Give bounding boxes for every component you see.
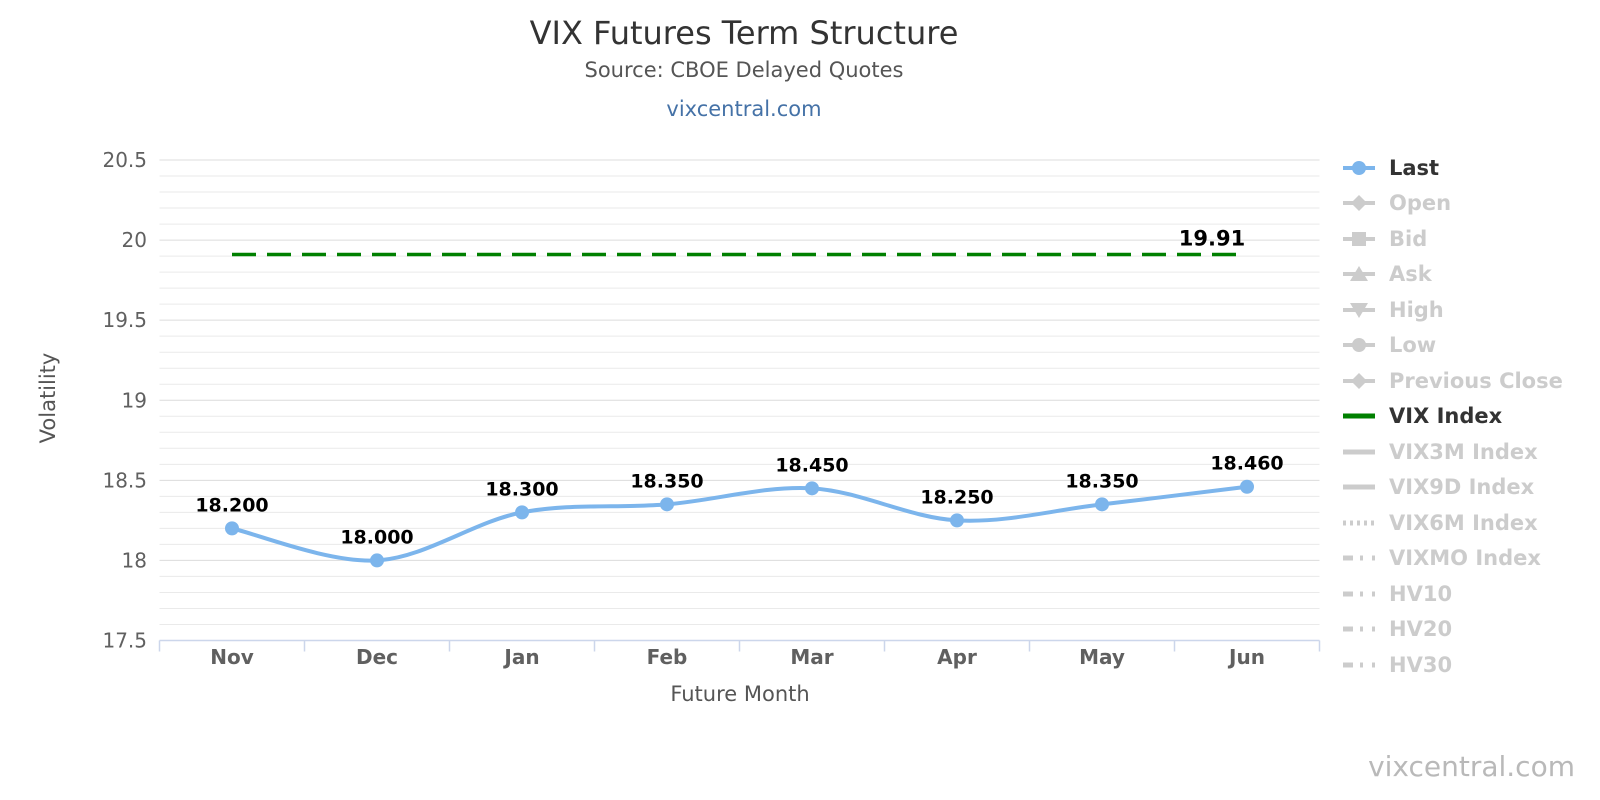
legend-label: VIX6M Index xyxy=(1389,510,1538,535)
legend-label: HV20 xyxy=(1389,617,1453,642)
legend-marker-circle-icon xyxy=(1343,338,1375,353)
y-tick-label: 19 xyxy=(122,388,147,412)
legend-label: VIX Index xyxy=(1389,404,1503,429)
legend-item-previous-close[interactable]: Previous Close xyxy=(1341,363,1563,399)
legend-item-hv30[interactable]: HV30 xyxy=(1341,647,1563,683)
legend-item-vixmo-index[interactable]: VIXMO Index xyxy=(1341,541,1563,577)
legend-marker-line-dashdot-icon xyxy=(1343,555,1375,561)
legend-item-vix6m-index[interactable]: VIX6M Index xyxy=(1341,505,1563,541)
y-tick-label: 19.5 xyxy=(102,308,147,332)
watermark: vixcentral.com xyxy=(1368,750,1575,783)
y-axis-title: Volatility xyxy=(36,352,60,444)
data-point-marker-jan xyxy=(515,505,529,520)
chart-title: VIX Futures Term Structure xyxy=(529,14,959,52)
legend-marker-line-solid-icon xyxy=(1343,413,1375,419)
legend-item-high[interactable]: High xyxy=(1341,292,1563,328)
legend-label: VIX3M Index xyxy=(1389,439,1538,464)
vix-index-value-label: 19.91 xyxy=(1179,226,1245,250)
x-tick-label: Mar xyxy=(790,645,833,669)
data-point-label: 18.000 xyxy=(340,526,413,548)
legend: Last Open Bid Ask High Low Previous Close VIX I… xyxy=(1341,150,1563,683)
legend-item-vix3m-index[interactable]: VIX3M Index xyxy=(1341,434,1563,470)
data-point-label: 18.350 xyxy=(1065,470,1138,492)
legend-label: HV30 xyxy=(1389,652,1453,677)
y-tick-label: 18 xyxy=(122,548,147,572)
data-point-marker-jun xyxy=(1240,479,1254,494)
legend-marker-line-dashdot-icon xyxy=(1343,591,1375,597)
data-point-marker-mar xyxy=(805,481,819,496)
legend-label: Open xyxy=(1389,191,1452,216)
data-point-marker-dec xyxy=(370,553,384,568)
legend-item-hv10[interactable]: HV10 xyxy=(1341,576,1563,612)
legend-item-last[interactable]: Last xyxy=(1341,150,1563,186)
chart-subtitle: Source: CBOE Delayed Quotes xyxy=(584,58,904,82)
legend-item-vix-index[interactable]: VIX Index xyxy=(1341,399,1563,435)
legend-label: Ask xyxy=(1389,262,1432,287)
y-tick-label: 18.5 xyxy=(102,468,147,492)
data-point-label: 18.350 xyxy=(630,470,703,492)
legend-marker-line-dashdot-icon xyxy=(1343,662,1375,668)
data-point-label: 18.450 xyxy=(775,454,848,476)
legend-label: Previous Close xyxy=(1389,368,1563,393)
data-point-marker-nov xyxy=(225,521,239,536)
legend-label: Bid xyxy=(1389,226,1428,251)
legend-label: VIX9D Index xyxy=(1389,475,1535,500)
last-series-line xyxy=(230,484,1249,563)
x-tick-label: Jan xyxy=(502,645,539,669)
legend-marker-line-solid-icon xyxy=(1343,449,1375,455)
y-tick-label: 20 xyxy=(122,228,147,252)
legend-label: High xyxy=(1389,297,1444,322)
legend-marker-circle-icon xyxy=(1343,160,1375,175)
legend-marker-diamond-icon xyxy=(1343,372,1375,389)
legend-item-hv20[interactable]: HV20 xyxy=(1341,612,1563,648)
legend-marker-diamond-icon xyxy=(1343,195,1375,212)
data-point-label: 18.460 xyxy=(1210,453,1283,475)
legend-label: VIXMO Index xyxy=(1389,546,1541,571)
x-axis-title: Future Month xyxy=(670,682,810,706)
data-point-label: 18.250 xyxy=(920,486,993,508)
x-tick-label: Nov xyxy=(210,645,254,669)
data-point-marker-apr xyxy=(950,513,964,528)
site-link-wrap: vixcentral.com xyxy=(0,97,1488,121)
legend-marker-line-dotted-icon xyxy=(1343,520,1375,526)
legend-label: Low xyxy=(1389,333,1437,358)
legend-marker-triangle-up-icon xyxy=(1343,266,1375,282)
data-point-marker-may xyxy=(1095,497,1109,512)
data-point-label: 18.300 xyxy=(485,478,558,500)
legend-marker-line-dashdot-icon xyxy=(1343,626,1375,632)
x-tick-label: Dec xyxy=(356,645,398,669)
data-point-marker-feb xyxy=(660,497,674,512)
legend-item-bid[interactable]: Bid xyxy=(1341,221,1563,257)
legend-item-low[interactable]: Low xyxy=(1341,328,1563,364)
x-tick-label: Apr xyxy=(937,645,977,669)
legend-marker-square-icon xyxy=(1343,231,1375,246)
y-tick-label: 17.5 xyxy=(102,629,147,653)
legend-label: Last xyxy=(1389,155,1440,180)
x-tick-label: Feb xyxy=(647,645,688,669)
y-tick-label: 20.5 xyxy=(102,148,147,172)
legend-item-open[interactable]: Open xyxy=(1341,186,1563,222)
legend-item-vix9d-index[interactable]: VIX9D Index xyxy=(1341,470,1563,506)
legend-marker-line-solid-icon xyxy=(1343,484,1375,490)
x-tick-label: Jun xyxy=(1227,645,1265,669)
legend-label: HV10 xyxy=(1389,581,1453,606)
data-point-label: 18.200 xyxy=(195,494,268,516)
legend-item-ask[interactable]: Ask xyxy=(1341,257,1563,293)
legend-marker-triangle-down-icon xyxy=(1343,302,1375,318)
x-tick-label: May xyxy=(1079,645,1125,669)
vixcentral-link[interactable]: vixcentral.com xyxy=(666,97,822,121)
